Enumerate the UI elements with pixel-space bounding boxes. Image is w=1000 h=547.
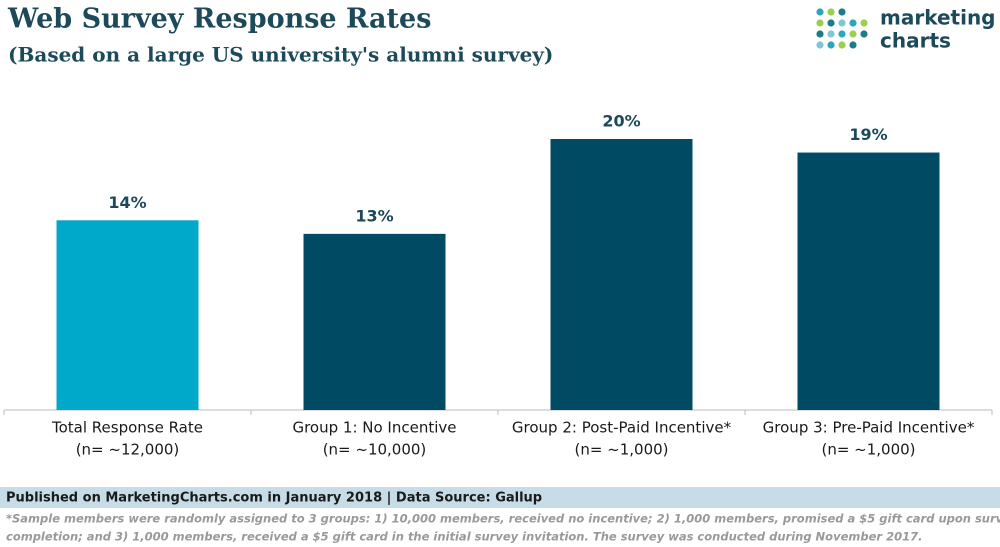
x-tick-label: Total Response Rate xyxy=(51,419,203,437)
logo-dot xyxy=(827,41,835,49)
logo-dot xyxy=(849,19,857,27)
chart-title: Web Survey Response Rates xyxy=(7,4,431,35)
bar xyxy=(303,233,446,410)
bar xyxy=(550,139,693,410)
bar xyxy=(56,220,199,410)
logo-dots xyxy=(816,8,868,49)
logo-dot xyxy=(849,30,857,38)
bar xyxy=(797,152,940,411)
data-label: 19% xyxy=(849,125,887,144)
logo-dot xyxy=(860,19,868,27)
data-label: 20% xyxy=(602,112,640,131)
logo-text: charts xyxy=(880,29,951,53)
x-tick-note: (n= ~1,000) xyxy=(574,441,668,459)
logo-dot xyxy=(827,8,835,16)
logo-dot xyxy=(860,30,868,38)
x-tick-note: (n= ~1,000) xyxy=(821,441,915,459)
logo-dot xyxy=(838,30,846,38)
source-band xyxy=(0,487,1000,508)
logo-text: marketing xyxy=(880,6,996,30)
footnote: *Sample members were randomly assigned t… xyxy=(6,512,1000,526)
logo-dot xyxy=(827,19,835,27)
data-label: 13% xyxy=(355,206,393,225)
logo-dot xyxy=(816,30,824,38)
x-tick-note: (n= ~12,000) xyxy=(76,441,180,459)
footnote: completion; and 3) 1,000 members, receiv… xyxy=(6,530,922,544)
chart-subtitle: (Based on a large US university's alumni… xyxy=(8,43,553,67)
logo-dot xyxy=(816,19,824,27)
source: Published on MarketingCharts.com in Janu… xyxy=(6,491,542,506)
x-tick-label: Group 1: No Incentive xyxy=(292,419,456,437)
logo-dot xyxy=(838,41,846,49)
x-tick-label: Group 2: Post-Paid Incentive* xyxy=(512,419,732,437)
logo-dot xyxy=(838,19,846,27)
logo-dot xyxy=(816,8,824,16)
logo-dot xyxy=(849,41,857,49)
logo-dot xyxy=(838,8,846,16)
logo-dot xyxy=(827,30,835,38)
logo-dot xyxy=(816,41,824,49)
x-tick-note: (n= ~10,000) xyxy=(323,441,427,459)
x-tick-label: Group 3: Pre-Paid Incentive* xyxy=(763,419,975,437)
data-label: 14% xyxy=(108,193,146,212)
